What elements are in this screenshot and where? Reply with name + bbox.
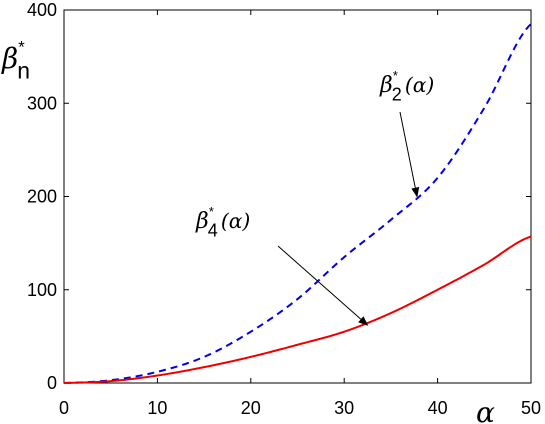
y-tick-label: 0 [47,373,57,393]
annotations: β *2 (α)β *4 (α) [195,68,434,326]
annotation-beta2-sub: 2 [392,84,402,104]
annotation-beta2-arg: (α) [405,73,434,97]
x-tick-label: 30 [334,398,354,418]
series-group [63,23,532,384]
annotation-beta2-base: β [379,73,393,98]
axes: 0 10 20 30 40 50 0 100 200 300 400 [27,0,541,418]
x-tick-label: 50 [521,398,541,418]
annotation-arrow-beta2 [399,111,420,198]
annotation-beta2-sup: * [393,68,398,83]
y-tick-label: 100 [27,280,57,300]
y-tick-label: 400 [27,0,57,20]
annotation-beta4-arg: (α) [221,209,250,233]
series-line-beta2 [63,23,532,384]
annotation-beta4-sub: 4 [208,220,218,240]
annotation-beta4: β *4 (α) [195,204,250,240]
plot-frame [63,9,532,384]
y-tick-label: 300 [27,93,57,113]
x-tick-label: 40 [428,398,448,418]
annotation-arrow-beta4 [277,245,369,326]
series-line-beta4 [63,235,532,384]
annotation-beta4-base: β [195,209,209,234]
axis-labels: β *nα [1,38,495,424]
annotation-beta4-sup: * [209,204,214,219]
y-axis-label-sub: n [17,58,30,84]
x-tick-label: 10 [147,398,167,418]
x-axis-label: α [476,396,495,424]
x-tick-label: 20 [241,398,261,418]
y-tick-label: 200 [27,187,57,207]
annotation-beta2: β *2 (α) [379,68,434,104]
y-axis-label-base: β [1,42,18,75]
y-axis-label: β *n [1,38,30,84]
x-tick-label: 0 [59,398,69,418]
y-axis-label-sup: * [18,38,25,57]
